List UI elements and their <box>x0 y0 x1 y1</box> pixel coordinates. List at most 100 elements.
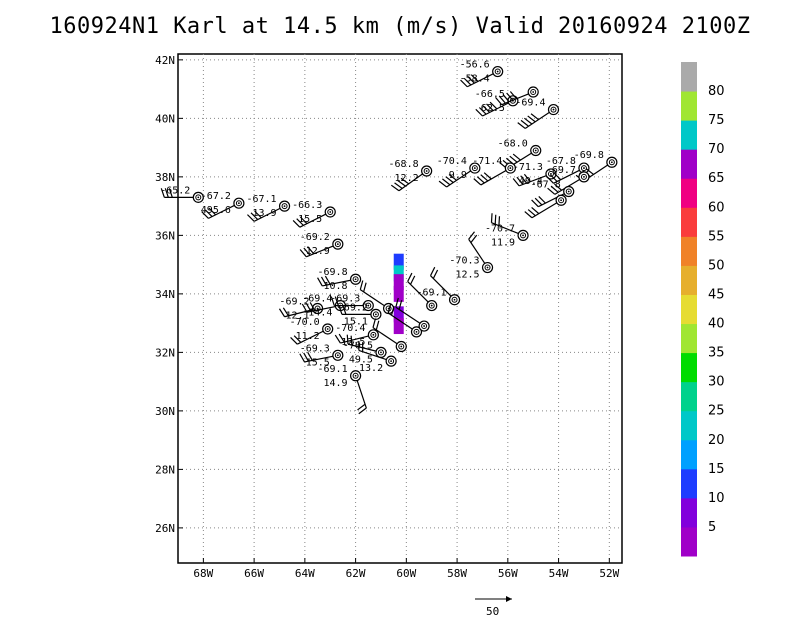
wind-barb-flag <box>307 351 313 361</box>
station-marker <box>387 303 423 338</box>
wind-barb-staff <box>468 238 489 268</box>
colorbar-label: 75 <box>708 113 725 128</box>
station-dot <box>610 161 613 164</box>
station-marker: -69.4 <box>515 98 560 129</box>
station-dot <box>583 175 585 178</box>
wind-barb-flag <box>395 297 399 308</box>
station-temp-label: -69.4 <box>302 294 332 305</box>
wind-barb-flag <box>463 77 472 86</box>
station-marker: -66.3 15.5 <box>292 200 336 228</box>
wind-barb-flag <box>483 172 492 180</box>
station-inner-ring <box>324 325 331 332</box>
station-temp-label: -70.7 <box>485 223 515 234</box>
station-inner-ring <box>413 328 420 335</box>
wind-barb-staff <box>304 354 338 363</box>
station-dot <box>354 374 357 377</box>
wind-barb-flag <box>534 197 543 206</box>
colorbar-label: 45 <box>708 287 725 302</box>
station-temp-label: -69.2 <box>279 297 309 308</box>
lon-tick-label: 62W <box>346 567 366 580</box>
wind-barb-staff <box>299 211 331 228</box>
station-inner-ring <box>235 200 242 207</box>
station-dot <box>336 354 339 357</box>
lon-tick-label: 54W <box>549 567 569 580</box>
colorbar-label: 60 <box>708 200 725 215</box>
wind-barb-flag <box>409 275 416 285</box>
colorbar-label: 50 <box>708 258 725 273</box>
wind-barb-flag <box>247 214 255 222</box>
wind-barb-flag <box>208 207 217 216</box>
wind-barb-staff <box>359 289 389 309</box>
station-layer: -56.6 -58.4 -66.5 62.5 -69.4 -68.0 -68.8 12.2 -7… <box>160 60 618 415</box>
wind-barb-flag <box>473 178 482 186</box>
station-marker: -69.1 14.9 <box>317 364 367 415</box>
station-temp-label: -70.0 <box>290 317 320 328</box>
station-temp-label: -69.7 <box>546 165 576 176</box>
wind-barb-staff <box>340 334 374 344</box>
wind-barb-staff <box>538 190 569 208</box>
wind-barb-flag <box>299 353 306 363</box>
station-value-label: 15.1 <box>344 316 368 327</box>
colorbar-swatch <box>681 91 697 121</box>
colorbar-label: 65 <box>708 171 725 186</box>
station-temp-label: -69.3 <box>330 294 360 305</box>
wind-barb-flag <box>317 277 323 287</box>
wind-barb-staff <box>491 222 524 236</box>
station-marker: -67.2 495.6 <box>201 191 245 219</box>
wind-barb-flag <box>478 107 487 115</box>
station-value-label: 495.6 <box>201 205 231 216</box>
station-temp-label: -68.0 <box>498 139 528 150</box>
station-value-label: 13.2 <box>359 363 383 374</box>
wind-barb-flag <box>445 176 454 183</box>
wind-barb-flag <box>546 176 554 184</box>
reference-vector: 50 <box>475 596 512 618</box>
colorbar-label: 30 <box>708 375 725 390</box>
lat-tick-label: 42N <box>155 54 175 67</box>
station-dot <box>453 298 456 301</box>
station-marker: -67.1 13.9 <box>246 194 291 222</box>
station-inner-ring <box>423 168 430 175</box>
wind-barb-flag <box>467 76 475 84</box>
wind-barb-flag <box>363 282 367 293</box>
station-inner-ring <box>558 197 565 204</box>
wind-barb-flag <box>448 173 457 181</box>
station-marker: -70.4 9.9 <box>437 156 481 188</box>
wind-barb-flag <box>372 318 377 328</box>
wind-shading-cell <box>393 306 404 323</box>
wind-barb-flag <box>512 178 520 187</box>
station-value-label: 12.9 <box>306 246 330 257</box>
lon-tick-label: 64W <box>295 567 315 580</box>
wind-barb-staff <box>284 307 318 318</box>
station-inner-ring <box>494 68 501 75</box>
wind-barb-staff <box>306 243 339 258</box>
lat-tick-label: 38N <box>155 171 175 184</box>
station-temp-label: -71.4 <box>472 156 502 167</box>
wind-barb-flag <box>357 403 366 411</box>
wind-barb-flag <box>334 334 341 344</box>
station-temp-label: -68.8 <box>389 159 419 170</box>
wind-barb-staff <box>531 199 562 219</box>
station-inner-ring <box>352 372 359 379</box>
station-inner-ring <box>608 159 615 166</box>
wind-barb-flag <box>480 174 489 182</box>
station-inner-ring <box>370 331 377 338</box>
wind-barb-flag <box>390 305 395 316</box>
wind-barb-flag <box>432 269 439 279</box>
wind-barb-flag <box>342 305 347 315</box>
colorbar-swatch <box>681 381 697 412</box>
station-dot <box>283 205 286 208</box>
station-dot <box>374 313 377 316</box>
wind-shading-cell <box>393 285 404 302</box>
wind-barb-staff <box>358 349 392 362</box>
wind-barb-staff <box>372 327 402 348</box>
station-inner-ring <box>334 241 341 248</box>
station-dot <box>326 328 329 330</box>
station-temp-label: -70.5 <box>343 340 373 351</box>
map-title: 160924N1 Karl at 14.5 km (m/s) Valid 201… <box>49 14 751 39</box>
station-dot <box>329 211 332 213</box>
station-inner-ring <box>507 165 514 172</box>
wind-barb-flag <box>547 187 556 195</box>
colorbar-swatch <box>681 294 697 325</box>
station-inner-ring <box>530 89 537 96</box>
wind-shading-cell <box>393 274 404 291</box>
